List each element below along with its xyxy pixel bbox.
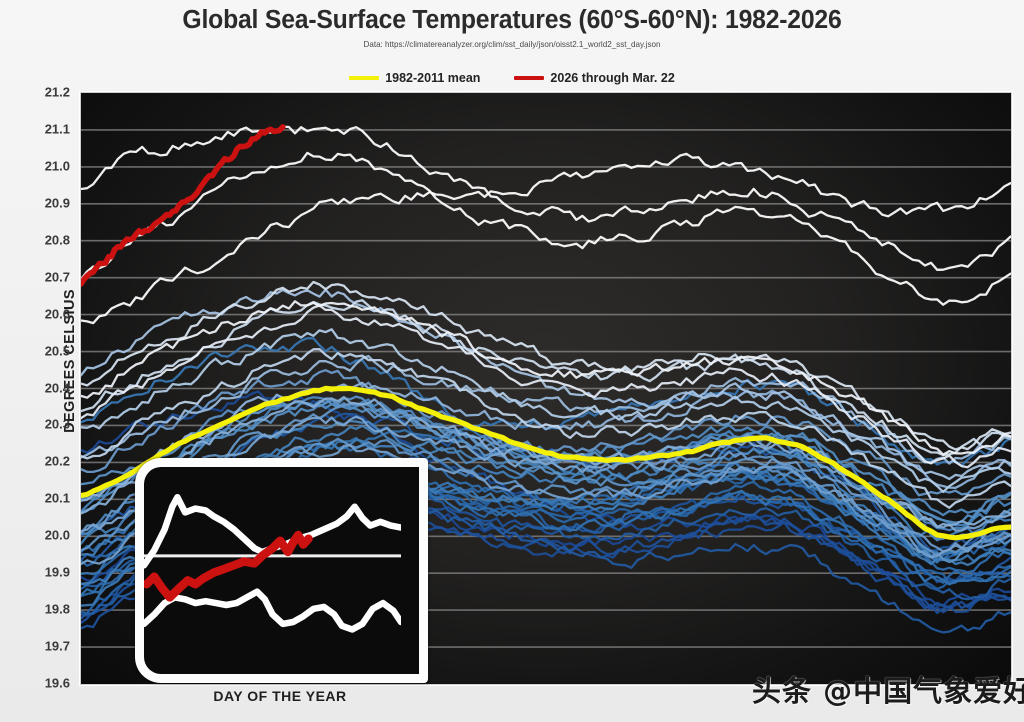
y-axis-tick: 20.5 — [44, 343, 70, 359]
y-axis-tick: 20.7 — [44, 269, 70, 285]
year-series-line — [81, 125, 1011, 271]
inset-zoom-callout — [135, 458, 428, 683]
year-series-line — [81, 347, 1011, 509]
mean-line — [81, 385, 1011, 541]
y-axis-tick: 20.6 — [44, 306, 70, 322]
year-series-line — [81, 369, 1011, 553]
year-series-line — [81, 304, 1011, 469]
year-series-line — [81, 300, 1011, 456]
year-series-line — [81, 152, 1011, 325]
legend-label-mean: 1982-2011 mean — [385, 71, 481, 85]
y-axis-tick: 19.7 — [44, 638, 70, 654]
y-axis-tick: 20.1 — [44, 490, 70, 506]
year-series-line — [81, 402, 1011, 524]
y-axis-tick: 19.6 — [44, 675, 70, 691]
y-axis-tick: 20.3 — [44, 416, 70, 432]
year-series-line — [81, 328, 1011, 494]
y-axis-tick: 19.8 — [44, 601, 70, 617]
year-series-line — [81, 288, 1011, 481]
year-series-line — [81, 299, 1011, 457]
y-axis-tick: 20.0 — [44, 527, 70, 543]
legend-label-current-year: 2026 through Mar. 22 — [550, 71, 675, 85]
year-series-line — [81, 415, 1011, 533]
inset-lower-line — [144, 588, 401, 633]
plot-area — [80, 92, 1012, 685]
page-title: Global Sea-Surface Temperatures (60°S-60… — [182, 6, 842, 34]
legend-swatch-current-year — [514, 76, 545, 80]
y-axis-tick: 21.2 — [44, 84, 70, 100]
y-axis-tick: 20.4 — [44, 380, 70, 395]
year-series-line — [81, 280, 1011, 451]
year-series-line — [81, 151, 1011, 306]
legend-item-mean: 1982-2011 mean — [349, 71, 480, 85]
year-series-line — [81, 390, 1011, 614]
x-axis-title: DAY OF THE YEAR — [213, 688, 347, 704]
watermark: 头条 @中国气象爱好者 — [752, 674, 1024, 708]
y-axis-tick: 20.8 — [44, 232, 70, 248]
y-axis-tick: 21.0 — [44, 158, 70, 174]
y-axis-tick: 19.9 — [44, 564, 70, 580]
y-axis-tick: 20.9 — [44, 195, 70, 211]
current-year-line — [81, 124, 286, 287]
y-axis-tick-labels: 21.2 21.1 21.0 20.9 20.8 20.7 20.6 20.5 20.4 20.3… — [0, 0, 80, 722]
chart-legend: 1982-2011 mean 2026 through Mar. 22 — [0, 69, 1024, 87]
inset-series-canvas — [144, 493, 401, 633]
y-axis-tick: 20.2 — [44, 453, 70, 469]
legend-item-current-year: 2026 through Mar. 22 — [514, 71, 675, 85]
y-axis-tick: 21.1 — [44, 121, 70, 137]
data-source-subtitle: Data: https://climatereanalyzer.org/clim… — [363, 39, 661, 49]
legend-swatch-mean — [349, 76, 380, 80]
inset-current-year-line — [144, 530, 313, 602]
